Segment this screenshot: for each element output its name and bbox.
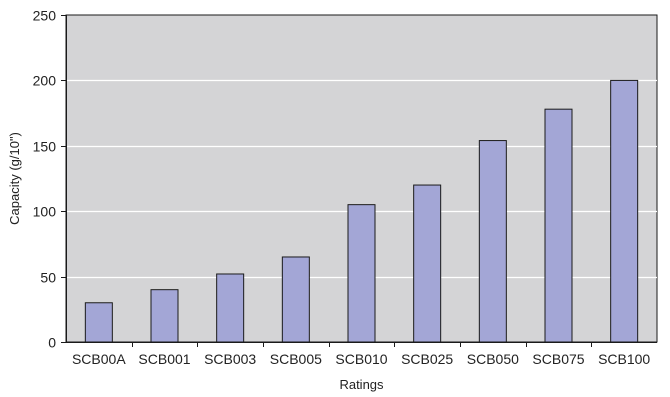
bar-scb025 [413,184,442,343]
bar-scb00a [84,302,113,343]
bar-scb050 [478,140,507,343]
x-tick-label: SCB003 [204,351,256,367]
bar-scb005 [281,256,310,343]
x-axis-ticks: SCB00A SCB001 SCB003 SCB005 SCB010 SCB025 SCB0… [72,342,650,367]
x-tick-label: SCB00A [72,351,126,367]
x-tick-label: SCB025 [401,351,453,367]
x-tick-label: SCB005 [270,351,322,367]
x-tick-label: SCB075 [532,351,584,367]
y-tick-label: 0 [48,335,56,351]
x-tick-label: SCB001 [138,351,190,367]
y-tick-label: 250 [33,8,57,24]
axes [66,15,657,343]
y-axis-ticks: 0 50 100 150 200 250 [33,8,66,351]
y-axis-title: Capacity (g/10") [7,132,22,225]
y-tick-label: 200 [33,73,57,89]
y-tick-label: 50 [40,270,56,286]
bar-scb075 [544,108,573,343]
bar-scb001 [150,289,179,343]
y-tick-label: 100 [33,204,57,220]
bar-scb010 [347,204,376,343]
bar-scb100 [610,79,639,343]
x-tick-label: SCB100 [598,351,650,367]
x-tick-label: SCB050 [467,351,519,367]
y-tick-label: 150 [33,139,57,155]
bar-scb003 [216,273,245,343]
x-tick-label: SCB010 [335,351,387,367]
bars [84,79,639,343]
x-axis-title: Ratings [339,377,384,392]
